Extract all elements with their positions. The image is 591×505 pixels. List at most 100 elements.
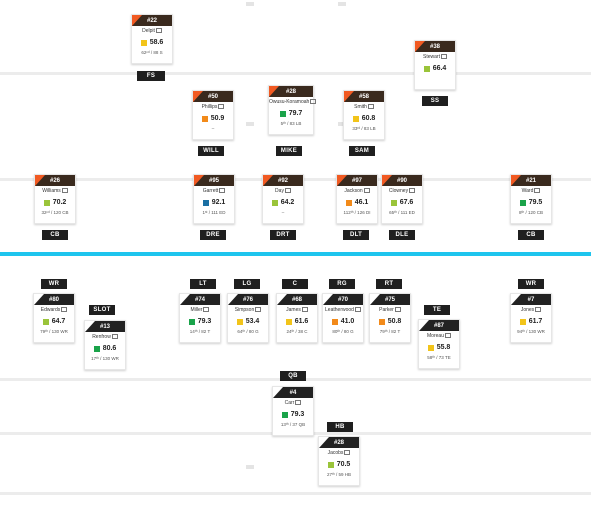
player-number: #74	[194, 296, 205, 303]
player-card[interactable]: #58 Smith 60.8 33ʳᵈ / 83 LB	[343, 90, 385, 140]
message-icon[interactable]	[295, 400, 302, 406]
player-card[interactable]: #76 Simpson 53.4 64ᵗʰ / 80 G	[227, 293, 269, 343]
player-grade: 70.5	[336, 461, 351, 468]
player-number: #80	[48, 296, 59, 303]
player-name[interactable]: Miller	[190, 307, 203, 313]
message-icon[interactable]	[363, 188, 370, 194]
player-name[interactable]: Phillips	[201, 104, 218, 110]
player-card[interactable]: #87 Moreau 55.8 58ᵗʰ / 73 TE	[418, 319, 460, 369]
player-card[interactable]: #97 Jackson 46.1 112ᵗʰ / 126 DI	[336, 174, 378, 224]
player-name[interactable]: Jackson	[344, 188, 363, 194]
player-name[interactable]: Garrett	[202, 188, 219, 194]
player-name[interactable]: Renfrow	[92, 334, 111, 340]
player-grade: 79.5	[528, 199, 543, 206]
message-icon[interactable]	[255, 307, 262, 313]
message-icon[interactable]	[367, 104, 374, 110]
player-card[interactable]: #80 Edwards 64.7 79ᵗʰ / 130 WR	[33, 293, 75, 343]
player-number-header: #28	[269, 86, 313, 97]
message-icon[interactable]	[440, 54, 447, 60]
player-card[interactable]: #74 Miller 79.3 14ᵗʰ / 82 T	[179, 293, 221, 343]
player-card[interactable]: #70 Leatherwood 41.0 80ᵗʰ / 80 G	[322, 293, 364, 343]
position-label: RT	[376, 279, 402, 289]
player-card[interactable]: #92 Day 64.2 –	[262, 174, 304, 224]
player-number-header: #95	[194, 175, 234, 186]
message-icon[interactable]	[218, 104, 225, 110]
player-grade: 79.3	[197, 318, 212, 325]
player-name[interactable]: Smith	[354, 104, 367, 110]
player-rank: 65ᵗʰ / 111 ED	[389, 210, 415, 215]
message-icon[interactable]	[61, 188, 68, 194]
player-name-row: Simpson	[228, 307, 268, 314]
player-name[interactable]: Owusu-Koramoah	[269, 99, 310, 105]
message-icon[interactable]	[310, 99, 317, 105]
player-card[interactable]: #50 Phillips 50.9 –	[192, 90, 234, 140]
player-name[interactable]: Stewart	[423, 54, 440, 60]
message-icon[interactable]	[301, 307, 308, 313]
player-name[interactable]: Moreau	[427, 333, 444, 339]
player-name[interactable]: Jacobs	[327, 450, 344, 456]
player-name[interactable]: Jones	[520, 307, 535, 313]
player-name-row: Edwards	[34, 307, 74, 314]
player-rank: 13ᵗʰ / 37 QB	[280, 422, 306, 427]
player-card[interactable]: #22 Delpit 58.6 62ⁿᵈ / 88 S	[131, 14, 173, 64]
player-name-row: Delpit	[132, 28, 172, 35]
player-name[interactable]: Leatherwood	[325, 307, 354, 313]
player-card[interactable]: #68 James 61.6 24ᵗʰ / 38 C	[276, 293, 318, 343]
player-card[interactable]: #7 Jones 61.7 94ᵗʰ / 130 WR	[510, 293, 552, 343]
player-number: #68	[291, 296, 302, 303]
player-number: #90	[396, 177, 407, 184]
position-label: DRT	[270, 230, 296, 240]
player-card[interactable]: #95 Garrett 92.1 1ˢᵗ / 111 ED	[193, 174, 235, 224]
player-number: #4	[289, 389, 297, 396]
player-card[interactable]: #21 Ward 79.5 8ᵗʰ / 120 CB	[510, 174, 552, 224]
player-name[interactable]: Carr	[284, 400, 295, 406]
message-icon[interactable]	[155, 28, 162, 34]
message-icon[interactable]	[394, 307, 401, 313]
player-name[interactable]: Day	[275, 188, 284, 194]
message-icon[interactable]	[111, 334, 118, 340]
message-icon[interactable]	[219, 188, 226, 194]
team-flag-icon	[263, 175, 273, 186]
player-card[interactable]: #4 Carr 79.3 13ᵗʰ / 37 QB	[272, 386, 314, 436]
player-grade: 55.8	[436, 344, 451, 351]
position-label: WR	[518, 279, 544, 289]
player-name[interactable]: Parker	[379, 307, 394, 313]
player-card[interactable]: #28 Owusu-Koramoah 79.7 5ᵗʰ / 83 LB	[268, 85, 317, 135]
message-icon[interactable]	[534, 188, 541, 194]
message-icon[interactable]	[61, 307, 68, 313]
player-number: #21	[525, 177, 536, 184]
message-icon[interactable]	[409, 188, 416, 194]
player-name[interactable]: Clowney	[388, 188, 409, 194]
player-name[interactable]: Williams	[42, 188, 61, 194]
grade-color-swatch	[281, 411, 288, 418]
player-name[interactable]: Simpson	[234, 307, 255, 313]
grade-color-swatch	[331, 318, 338, 325]
grade-row: 41.0	[323, 317, 363, 326]
player-card[interactable]: #13 Renfrow 80.6 17ᵗʰ / 130 WR	[84, 320, 126, 370]
player-rank: 64ᵗʰ / 80 G	[237, 329, 259, 334]
player-name-row: Moreau	[419, 333, 459, 340]
player-number: #76	[242, 296, 253, 303]
position-label: DLT	[343, 230, 369, 240]
message-icon[interactable]	[284, 188, 291, 194]
player-name[interactable]: Ward	[521, 188, 534, 194]
message-icon[interactable]	[203, 307, 210, 313]
player-rank: 33ʳᵈ / 83 LB	[352, 126, 376, 131]
player-name[interactable]: Delpit	[142, 28, 155, 34]
team-flag-icon	[194, 175, 204, 186]
player-card[interactable]: #28 Jacobs 70.5 27ᵗʰ / 59 HB	[318, 436, 360, 486]
player-name[interactable]: James	[286, 307, 301, 313]
player-card[interactable]: #38 Stewart 66.4	[414, 40, 456, 90]
player-card[interactable]: #75 Parker 50.8 79ᵗʰ / 82 T	[369, 293, 411, 343]
message-icon[interactable]	[344, 450, 351, 456]
player-number-header: #70	[323, 294, 363, 305]
player-number: #13	[99, 323, 110, 330]
grade-color-swatch	[202, 199, 209, 206]
message-icon[interactable]	[535, 307, 542, 313]
message-icon[interactable]	[444, 333, 451, 339]
player-card[interactable]: #26 Williams 70.2 32ⁿᵈ / 120 CB	[34, 174, 76, 224]
player-name-row: Jones	[511, 307, 551, 314]
player-card[interactable]: #90 Clowney 67.6 65ᵗʰ / 111 ED	[381, 174, 423, 224]
player-name[interactable]: Edwards	[40, 307, 61, 313]
message-icon[interactable]	[354, 307, 361, 313]
